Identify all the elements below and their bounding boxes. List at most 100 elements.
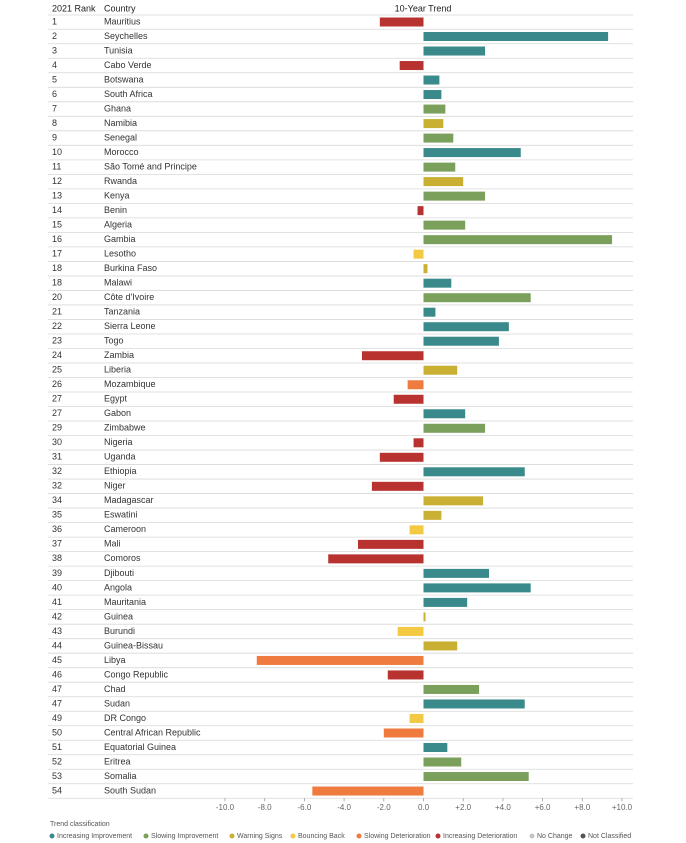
rank: 9	[52, 132, 57, 142]
bar	[397, 626, 424, 636]
rank: 32	[52, 466, 62, 476]
bar	[423, 307, 436, 317]
country: Gambia	[104, 234, 136, 244]
rank: 43	[52, 626, 62, 636]
bar	[371, 481, 424, 491]
country: Cameroon	[104, 524, 146, 534]
rank: 15	[52, 220, 62, 230]
bar	[379, 17, 424, 27]
country: Mozambique	[104, 379, 156, 389]
country: Sierra Leone	[104, 321, 156, 331]
rank: 29	[52, 423, 62, 433]
bar	[423, 32, 609, 42]
rank: 50	[52, 727, 62, 737]
country: Zambia	[104, 350, 134, 360]
rank: 1	[52, 16, 57, 26]
legend-label: Slowing Improvement	[151, 833, 218, 840]
legend-swatch	[143, 833, 149, 839]
rank: 34	[52, 495, 62, 505]
legend-swatch	[580, 833, 586, 839]
rank: 8	[52, 118, 57, 128]
bar	[423, 133, 454, 143]
country: Côte d'Ivoire	[104, 292, 154, 302]
rank: 37	[52, 539, 62, 549]
bar	[423, 46, 486, 56]
bar	[423, 365, 458, 375]
bar	[423, 104, 446, 114]
country: São Tomé and Principe	[104, 161, 197, 171]
bar	[423, 409, 466, 419]
country: Ethiopia	[104, 466, 137, 476]
rank: 47	[52, 698, 62, 708]
country: Liberia	[104, 365, 131, 375]
legend-label: Increasing Improvement	[57, 833, 132, 840]
country: Mauritius	[104, 16, 141, 26]
bar	[423, 278, 452, 288]
x-tick-label: -6.0	[298, 803, 312, 812]
rank: 53	[52, 771, 62, 781]
country: South Africa	[104, 89, 153, 99]
rank: 47	[52, 684, 62, 694]
country: Togo	[104, 336, 124, 346]
bar	[423, 510, 442, 520]
bar	[423, 757, 462, 767]
x-tick-label: +4.0	[495, 803, 511, 812]
country: Benin	[104, 205, 127, 215]
bar	[423, 496, 484, 506]
legend-swatch	[290, 833, 296, 839]
bar	[357, 539, 424, 549]
rank: 51	[52, 742, 62, 752]
country: Egypt	[104, 394, 128, 404]
rank: 42	[52, 611, 62, 621]
value-header: 10-Year Trend	[395, 3, 452, 13]
country: Lesotho	[104, 249, 136, 259]
country: Eswatini	[104, 510, 138, 520]
bar	[423, 772, 529, 782]
x-tick-label: 0.0	[418, 803, 430, 812]
rank: 54	[52, 785, 62, 795]
rank: 16	[52, 234, 62, 244]
rank: 23	[52, 336, 62, 346]
bar	[423, 597, 468, 607]
country: Niger	[104, 481, 126, 491]
country: Burundi	[104, 626, 135, 636]
legend-swatch	[435, 833, 441, 839]
bar	[423, 699, 525, 709]
country: Guinea	[104, 611, 133, 621]
rank: 13	[52, 190, 62, 200]
bar	[423, 336, 499, 346]
bar	[413, 438, 424, 448]
bar	[409, 713, 424, 723]
rank: 11	[52, 161, 61, 171]
bar	[423, 162, 456, 172]
rank: 5	[52, 74, 57, 84]
country: Guinea-Bissau	[104, 640, 163, 650]
bar	[423, 264, 428, 274]
rank: 44	[52, 640, 62, 650]
rank: 30	[52, 437, 62, 447]
x-tick-label: -8.0	[258, 803, 272, 812]
bar	[379, 452, 424, 462]
rank: 46	[52, 669, 62, 679]
country: Comoros	[104, 553, 141, 563]
country: Morocco	[104, 147, 139, 157]
country: Botswana	[104, 74, 144, 84]
country: Tanzania	[104, 307, 140, 317]
rank: 26	[52, 379, 62, 389]
x-tick-label: +6.0	[535, 803, 551, 812]
x-tick-label: +2.0	[455, 803, 471, 812]
bar	[417, 206, 424, 216]
rank: 27	[52, 408, 62, 418]
bar	[409, 525, 424, 535]
country: Senegal	[104, 132, 137, 142]
rank: 36	[52, 524, 62, 534]
rank: 4	[52, 60, 57, 70]
country: Congo Republic	[104, 669, 169, 679]
bar	[387, 670, 424, 680]
rank: 14	[52, 205, 62, 215]
country: Tunisia	[104, 45, 133, 55]
x-tick-label: +10.0	[612, 803, 633, 812]
bar	[423, 235, 613, 245]
rank: 31	[52, 452, 62, 462]
bar	[312, 786, 424, 796]
